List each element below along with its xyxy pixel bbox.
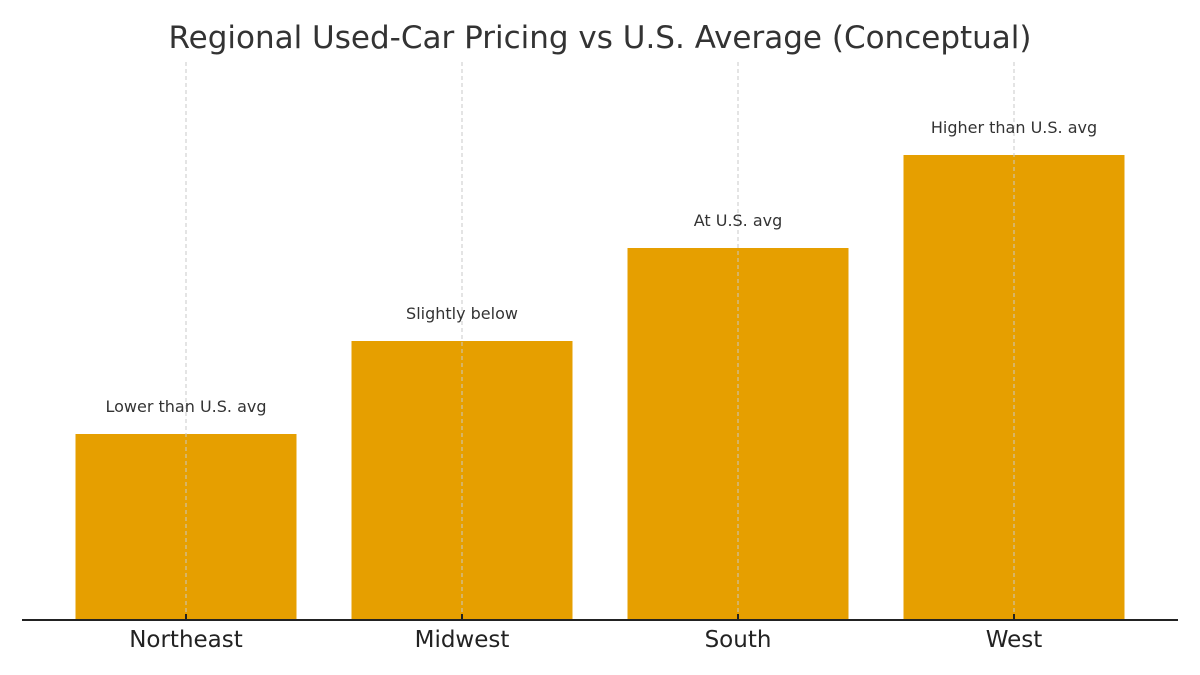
x-tick-label: Midwest bbox=[415, 627, 510, 653]
bar-annotation: Higher than U.S. avg bbox=[931, 118, 1097, 137]
x-tick-label: West bbox=[986, 627, 1043, 653]
bar-midwest bbox=[351, 341, 573, 620]
x-tick-label: Northeast bbox=[129, 627, 243, 653]
bar-annotation: Slightly below bbox=[406, 304, 518, 323]
chart-title: Regional Used-Car Pricing vs U.S. Averag… bbox=[168, 20, 1031, 56]
bar-annotation: At U.S. avg bbox=[694, 211, 783, 230]
x-tick-label: South bbox=[705, 627, 772, 653]
bar-annotation: Lower than U.S. avg bbox=[105, 397, 266, 416]
